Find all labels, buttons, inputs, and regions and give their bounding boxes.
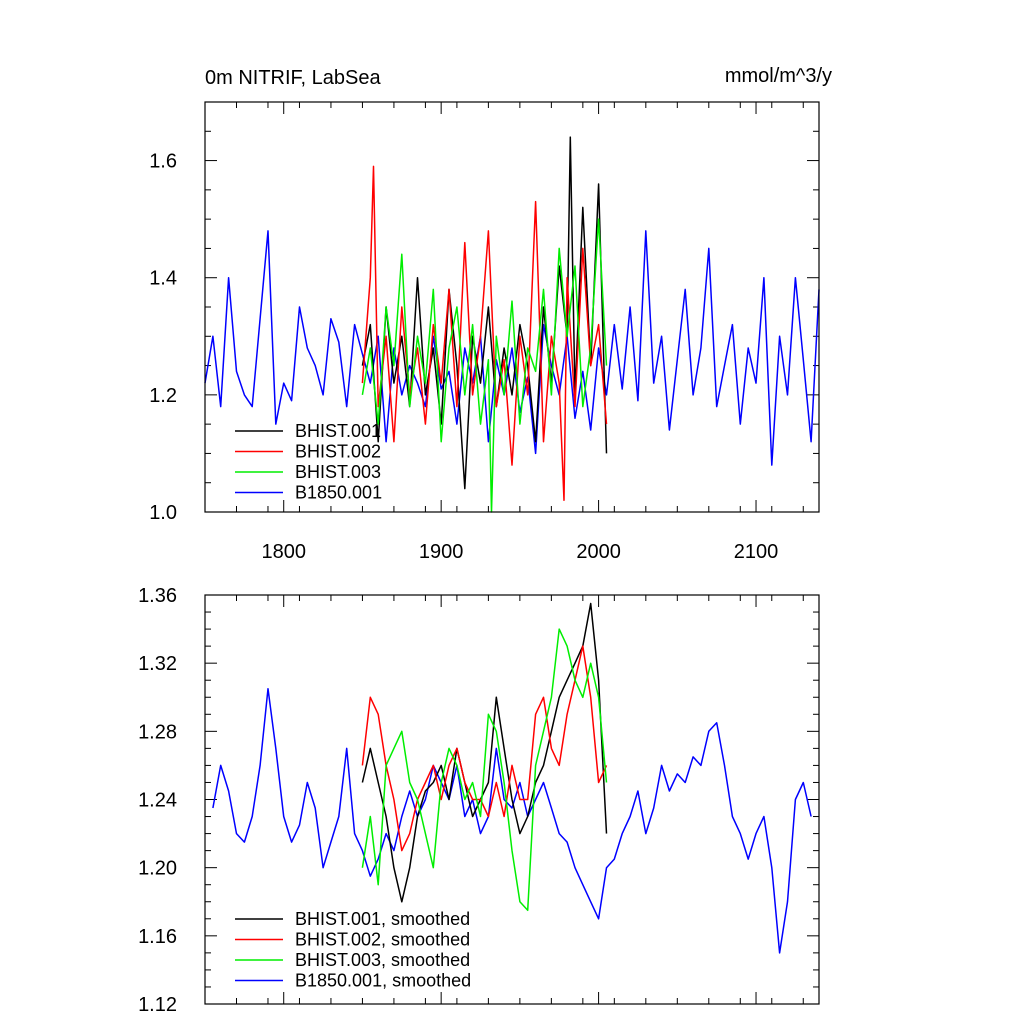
y-tick-label: 1.32 [138, 653, 177, 675]
series-line-bhist-001 [361, 136, 608, 490]
legend-label: BHIST.002 [295, 442, 381, 462]
y-tick-label: 1.2 [149, 385, 177, 407]
y-tick-label: 1.20 [138, 858, 177, 880]
series-line-b1850-001 [204, 230, 820, 466]
legend-label: B1850.001 [295, 483, 382, 503]
x-tick-label: 2100 [734, 541, 779, 563]
series-line-bhist-002 [361, 165, 608, 502]
top-plot-frame [204, 101, 820, 513]
series-line-bhist-003 [361, 218, 608, 513]
y-tick-label: 1.24 [138, 790, 177, 812]
x-tick-label: 1900 [419, 541, 464, 563]
series-line-b1850-001-smoothed [212, 687, 812, 954]
series-line-bhist-002-smoothed [361, 645, 608, 852]
y-tick-label: 1.28 [138, 721, 177, 743]
legend-label: BHIST.003 [295, 462, 381, 482]
series-line-bhist-003-smoothed [361, 628, 608, 912]
y-tick-label: 1.36 [138, 585, 177, 607]
chart-title: 0m NITRIF, LabSea [205, 67, 382, 89]
series-line-bhist-001-smoothed [361, 602, 608, 903]
y-tick-label: 1.0 [149, 502, 177, 524]
legend-label: BHIST.002, smoothed [295, 930, 470, 950]
units-label: mmol/m^3/y [725, 65, 832, 87]
top-panel: 0m NITRIF, LabSea mmol/m^3/y 1.0 1.2 1.4 1.… [149, 65, 832, 563]
legend-label: B1850.001, smoothed [295, 971, 471, 991]
x-tick-label: 2000 [576, 541, 621, 563]
y-tick-label: 1.6 [149, 151, 177, 173]
legend-label: BHIST.001 [295, 421, 381, 441]
bottom-plot-frame [204, 594, 820, 1005]
y-tick-label: 1.16 [138, 926, 177, 948]
y-tick-label: 1.12 [138, 994, 177, 1016]
bottom-panel: 1.12 1.16 1.20 1.24 1.28 1.32 1.36 BHIST.001, … [138, 585, 820, 1016]
y-tick-label: 1.4 [149, 268, 177, 290]
legend-label: BHIST.003, smoothed [295, 950, 470, 970]
x-tick-label: 1800 [261, 541, 306, 563]
legend-label: BHIST.001, smoothed [295, 909, 470, 929]
